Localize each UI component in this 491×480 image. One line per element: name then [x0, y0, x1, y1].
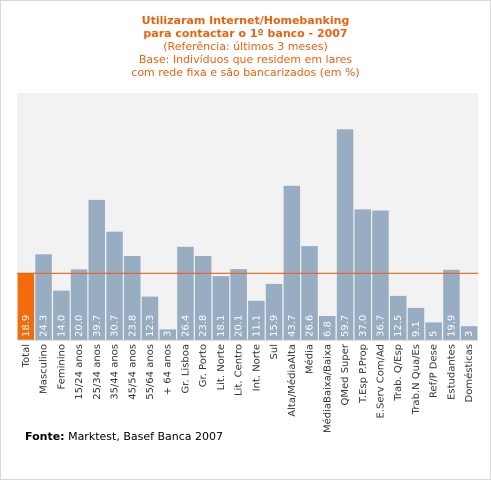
source-note: Fonte: Marktest, Basef Banca 2007 [25, 430, 223, 443]
bar-13 [248, 300, 265, 340]
category-label-4: 25/34 anos [92, 344, 103, 400]
category-label-1: Masculino [39, 344, 50, 394]
category-label-23: Ref/P Dese [429, 344, 440, 398]
category-label-3: 15/24 anos [74, 344, 85, 400]
category-label-21: Trab. Q/Esp [393, 344, 404, 402]
bar-1 [35, 254, 52, 340]
category-label-15: Alta/MédiaAlta [286, 344, 298, 417]
category-label-14: Sul [269, 344, 280, 359]
value-label-7: 12.3 [145, 315, 156, 337]
bar-16 [301, 246, 318, 340]
category-label-11: Lit. Norte [216, 344, 227, 390]
category-label-20: E.Serv Com/Ad [376, 344, 387, 418]
bar-3 [70, 269, 88, 340]
value-label-12: 20.1 [234, 315, 245, 337]
bar-5 [106, 231, 123, 340]
bar-8 [159, 329, 176, 340]
chart-subtitle-line-2: Base: Indivíduos que residem em lares [138, 53, 353, 66]
value-label-3: 20.0 [74, 315, 85, 337]
value-label-16: 26.6 [305, 315, 316, 337]
category-label-7: 55/64 anos [145, 344, 156, 400]
value-label-24: 19.9 [446, 315, 457, 337]
bar-15 [283, 185, 301, 340]
bar-23 [425, 322, 442, 340]
value-label-19: 37.0 [358, 315, 369, 337]
value-label-15: 43.7 [287, 315, 298, 337]
category-label-8: + 64 anos [163, 344, 174, 395]
value-label-13: 11.1 [251, 315, 262, 337]
category-label-6: 45/54 anos [127, 344, 138, 400]
category-label-17: MédiaBaixa/Baixa [321, 344, 333, 433]
bar-22 [407, 307, 425, 340]
value-label-22: 9.1 [411, 321, 422, 337]
source-text: Marktest, Basef Banca 2007 [68, 430, 224, 443]
bar-4 [88, 199, 105, 340]
bar-11 [212, 276, 230, 340]
value-label-23: 5 [429, 331, 440, 337]
bar-14 [265, 283, 283, 340]
chart-title-line-1: Utilizaram Internet/Homebanking [141, 14, 350, 27]
value-label-4: 39.7 [92, 315, 103, 337]
category-label-10: Gr. Porto [198, 344, 209, 387]
bar-25 [460, 326, 478, 340]
category-label-0: Total [21, 344, 32, 368]
category-label-5: 35/44 anos [110, 344, 121, 400]
value-label-5: 30.7 [110, 315, 121, 337]
bar-18 [336, 129, 354, 340]
bar-21 [390, 295, 407, 340]
category-label-24: Estudantes [446, 344, 457, 400]
category-label-19: T.Esp P.Prop [358, 344, 369, 404]
value-label-25: 3 [464, 331, 475, 337]
value-label-2: 14.0 [56, 315, 67, 337]
value-label-18: 59.7 [340, 315, 351, 337]
category-label-2: Feminino [56, 344, 67, 389]
value-label-17: 6.8 [322, 321, 333, 337]
value-label-10: 23.8 [198, 315, 209, 337]
bar-12 [230, 269, 247, 340]
category-label-9: Gr. Lisboa [180, 344, 191, 393]
value-label-14: 15.9 [269, 315, 280, 337]
bar-7 [141, 296, 159, 340]
value-label-21: 12.5 [393, 315, 404, 337]
bar-20 [372, 210, 389, 340]
value-label-20: 36.7 [376, 315, 387, 337]
bar-24 [443, 269, 460, 340]
category-label-12: Lit. Centro [234, 344, 245, 396]
chart-title-block: Utilizaram Internet/Homebanking para con… [0, 14, 491, 79]
bar-19 [354, 209, 371, 340]
bar-6 [124, 256, 141, 340]
value-label-1: 24.3 [39, 315, 50, 337]
category-label-13: Int. Norte [251, 344, 262, 391]
value-label-0: 18.9 [21, 315, 32, 337]
value-label-8: 3 [163, 331, 174, 337]
bar-9 [177, 246, 194, 340]
value-label-11: 18.1 [216, 315, 227, 337]
value-label-9: 26.4 [180, 315, 191, 337]
chart-subtitle-line-1: (Referência: últimos 3 meses) [163, 40, 328, 53]
category-label-16: Média [304, 344, 316, 374]
source-label: Fonte: [25, 430, 65, 443]
chart-title-line-2: para contactar o 1º banco - 2007 [143, 27, 348, 40]
bar-17 [319, 316, 336, 340]
category-label-18: QMed Super [340, 343, 351, 405]
bar-10 [194, 256, 212, 340]
bar-0 [17, 273, 35, 340]
value-label-6: 23.8 [127, 315, 138, 337]
bar-2 [53, 290, 70, 340]
chart-subtitle-line-3: com rede fixa e são bancarizados (em %) [131, 66, 360, 79]
category-label-25: Domésticas [463, 344, 475, 402]
category-label-22: Trab.N Qua/Es [411, 344, 422, 415]
